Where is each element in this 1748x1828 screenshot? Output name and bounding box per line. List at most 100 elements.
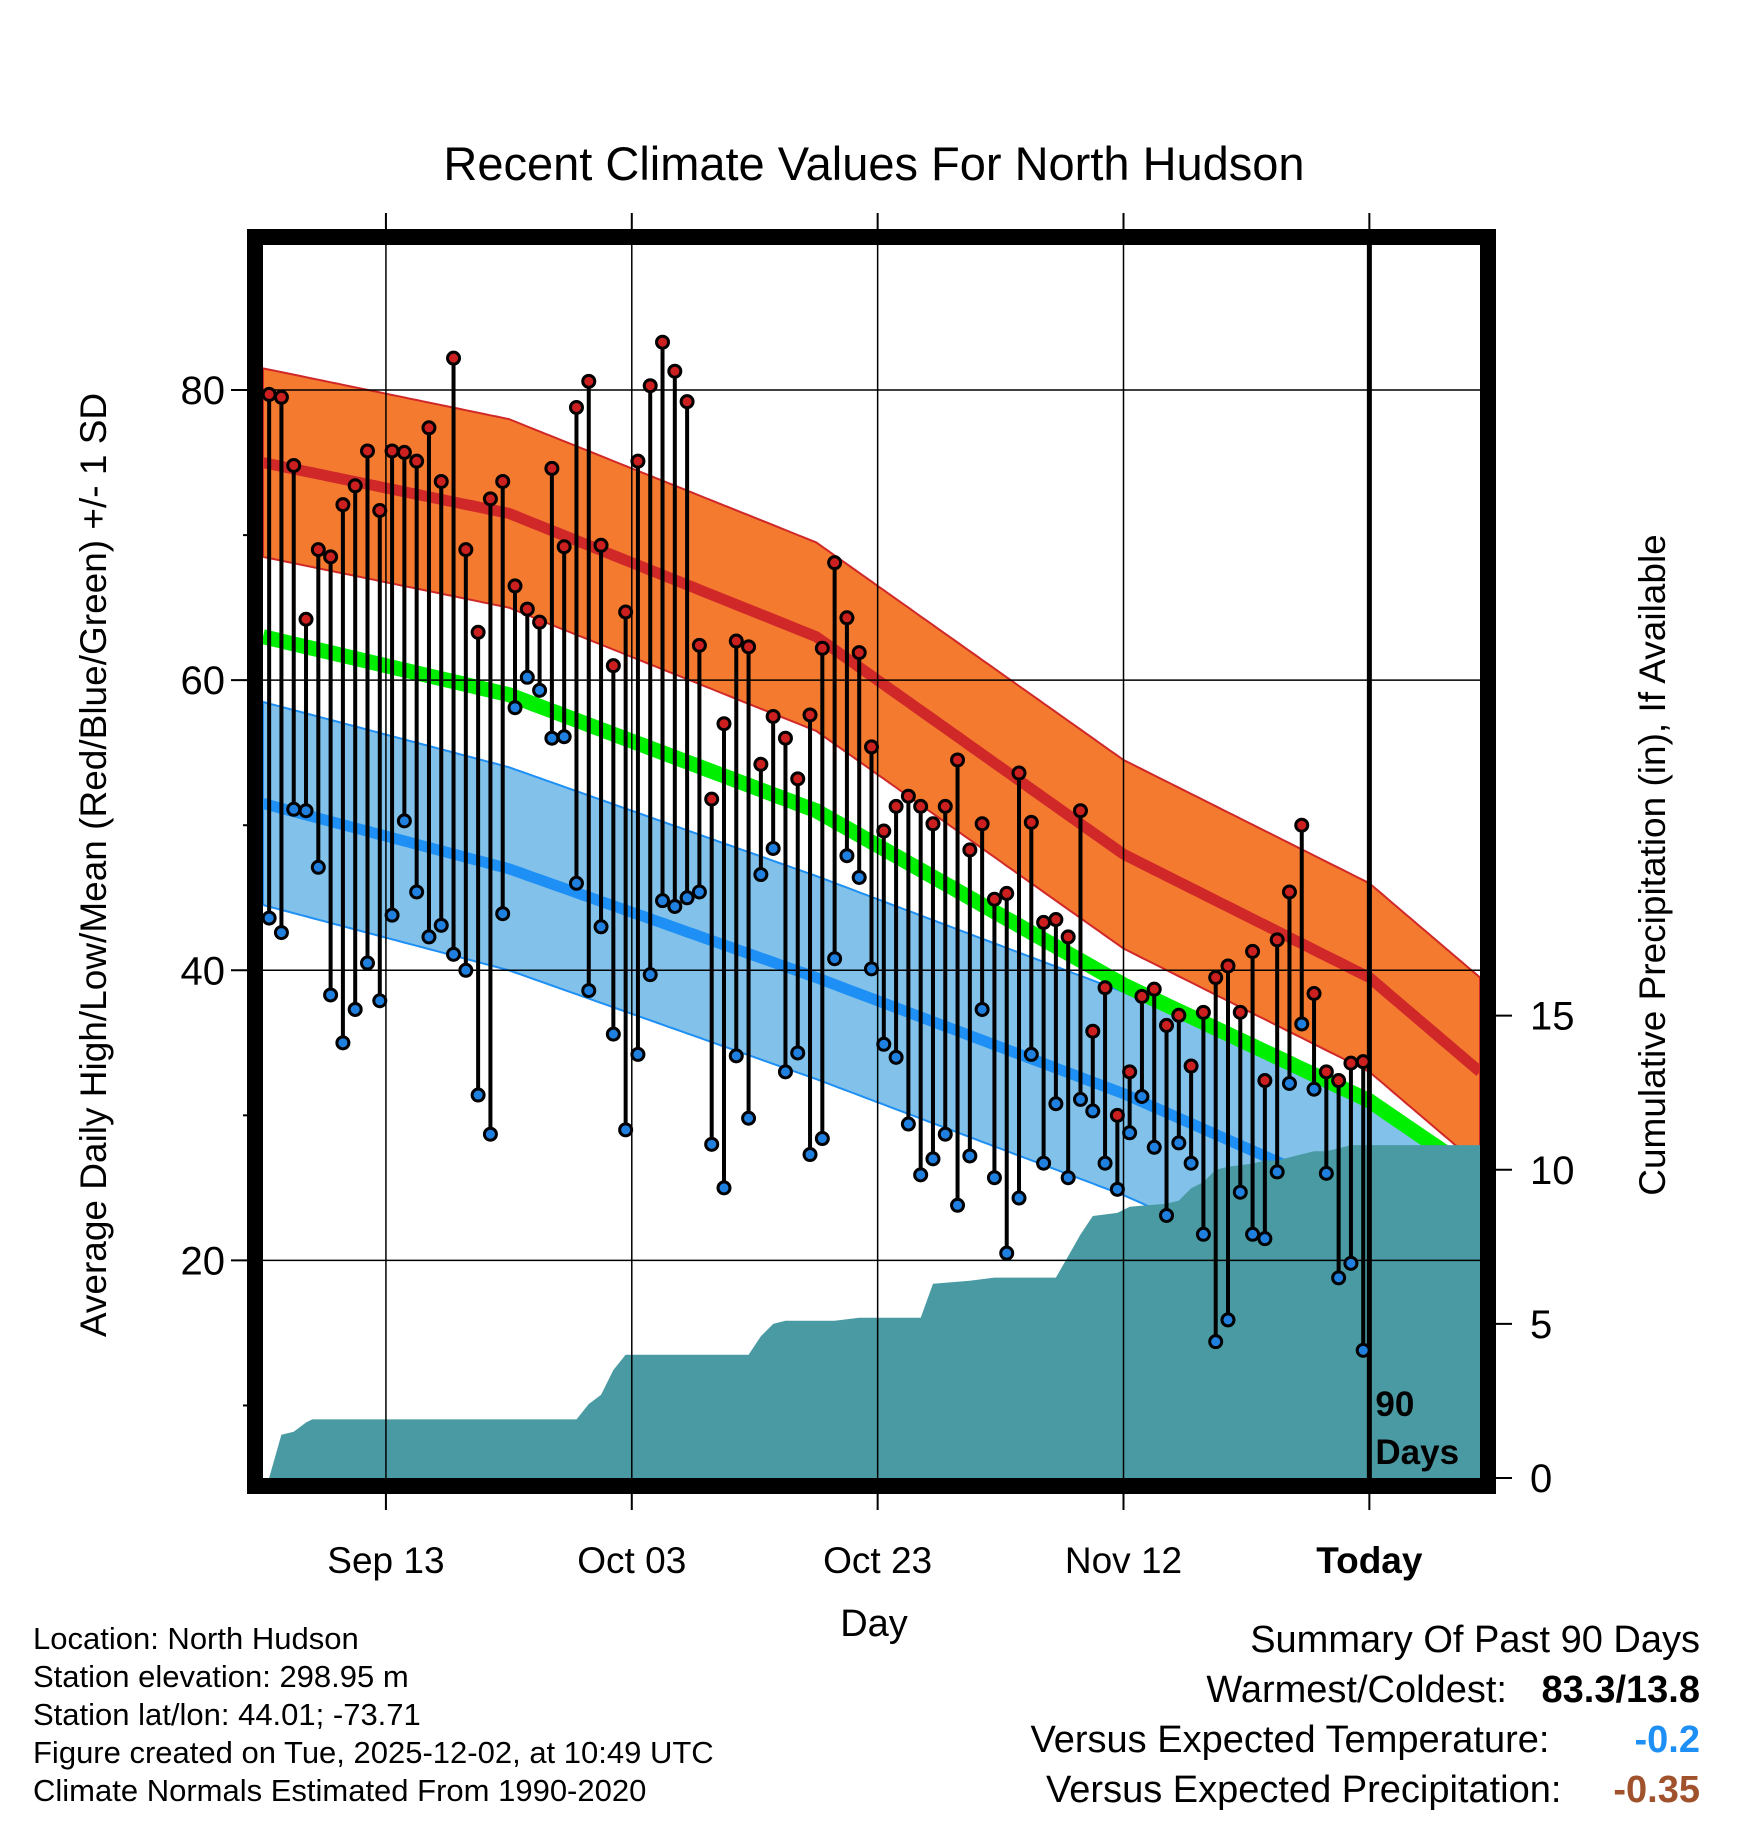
daily-low-point [470, 1087, 486, 1103]
daily-low-point [802, 1147, 818, 1163]
daily-low-point [1085, 1103, 1101, 1119]
daily-high-point [273, 389, 289, 405]
daily-low-point [286, 801, 302, 817]
daily-high-point [864, 739, 879, 755]
daily-low-point [298, 803, 314, 819]
daily-low-point [1072, 1091, 1088, 1107]
elevation-text: Station elevation: 298.95 m [33, 1659, 409, 1694]
daily-low-point [1036, 1155, 1052, 1171]
daily-low-point [532, 682, 548, 698]
x-tick-label: Oct 23 [823, 1540, 932, 1581]
temp-value: -0.2 [1634, 1719, 1700, 1761]
plot-area: 90 Days Sep 13 Oct 03 Oct 23 Nov 12 Today 20 40 6… [181, 213, 1575, 1581]
daily-high-point [704, 791, 720, 807]
daily-high-point [1220, 958, 1236, 974]
daily-high-point [1245, 943, 1261, 959]
daily-high-point [667, 363, 683, 379]
daily-low-point [864, 961, 879, 977]
today-label-line1: 90 [1375, 1385, 1414, 1424]
daily-low-point [556, 729, 572, 745]
daily-high-point [974, 816, 990, 832]
daily-high-point [359, 443, 375, 459]
daily-low-point [777, 1064, 793, 1080]
station-info: Location: North Hudson Station elevation… [33, 1620, 714, 1810]
y-tick-label: 20 [181, 1239, 226, 1283]
daily-low-point [1134, 1088, 1150, 1104]
location-text: Location: North Hudson [33, 1621, 359, 1656]
x-tick-label: Sep 13 [327, 1540, 444, 1581]
daily-low-point [839, 848, 855, 864]
daily-high-point [347, 478, 363, 494]
daily-high-point [876, 823, 892, 839]
daily-low-point [1023, 1046, 1039, 1062]
daily-high-point [1343, 1055, 1359, 1071]
daily-high-point [937, 798, 953, 814]
summary-temp: Versus Expected Temperature: -0.2 [1031, 1715, 1700, 1765]
daily-low-point [396, 813, 412, 829]
daily-high-point [433, 473, 449, 489]
daily-low-point [728, 1048, 744, 1064]
daily-high-point [310, 542, 326, 558]
warmest-coldest-value: 83.3/13.8 [1541, 1669, 1700, 1711]
daily-low-point [925, 1151, 941, 1167]
daily-low-point [986, 1170, 1002, 1186]
daily-low-point [1318, 1165, 1334, 1181]
y-axis-label-right: Cumulative Precipitation (in), If Availa… [1632, 534, 1673, 1196]
daily-high-point [655, 334, 671, 350]
daily-high-point [802, 707, 818, 723]
x-tick-label: Oct 03 [577, 1540, 686, 1581]
daily-high-point [1257, 1073, 1273, 1089]
daily-low-point [1183, 1155, 1199, 1171]
normal-high-line [263, 457, 1480, 1076]
precip-tick-label: 10 [1530, 1149, 1575, 1193]
daily-low-point [1109, 1181, 1125, 1197]
daily-high-point [458, 542, 474, 558]
daily-high-point [679, 394, 695, 410]
precip-tick-label: 5 [1530, 1303, 1552, 1347]
daily-high-point [409, 453, 425, 469]
precipitation-area [269, 1145, 1480, 1478]
daily-high-point [421, 420, 437, 436]
daily-high-point [986, 891, 1002, 907]
summary-warmest-coldest: Warmest/Coldest: 83.3/13.8 [1031, 1665, 1700, 1715]
precip-value: -0.35 [1613, 1769, 1700, 1811]
daily-low-point [851, 869, 867, 885]
daily-low-point [581, 983, 597, 999]
daily-high-point [605, 658, 621, 674]
daily-low-point [950, 1197, 966, 1213]
daily-high-point [1318, 1064, 1334, 1080]
daily-low-point [876, 1036, 892, 1052]
daily-low-point [544, 730, 560, 746]
daily-low-point [667, 898, 683, 914]
daily-high-point [851, 645, 867, 661]
daily-high-point [777, 730, 793, 746]
daily-low-point [1331, 1270, 1347, 1286]
today-label-line2: Days [1375, 1433, 1459, 1472]
daily-high-point [999, 885, 1015, 901]
daily-low-point [347, 1001, 363, 1017]
daily-low-point [1122, 1125, 1138, 1141]
daily-low-point [507, 700, 523, 716]
daily-high-point [950, 752, 966, 768]
daily-high-point [286, 457, 302, 473]
daily-high-point [1306, 986, 1322, 1002]
daily-high-point [1355, 1054, 1371, 1070]
daily-high-point [544, 460, 560, 476]
daily-low-point [421, 929, 437, 945]
daily-low-point [937, 1126, 953, 1142]
daily-low-point [827, 951, 843, 967]
daily-low-point [359, 955, 375, 971]
daily-high-point [1048, 912, 1064, 928]
daily-low-point [1281, 1075, 1297, 1091]
daily-high-point [765, 708, 781, 724]
x-tick-label: Today [1316, 1540, 1423, 1581]
daily-low-point [790, 1045, 806, 1061]
summary-panel: Summary Of Past 90 Days Warmest/Coldest:… [1031, 1615, 1700, 1815]
latlon-text: Station lat/lon: 44.01; -73.71 [33, 1697, 421, 1732]
summary-precip: Versus Expected Precipitation: -0.35 [1031, 1765, 1700, 1815]
daily-high-point [1208, 970, 1224, 986]
daily-low-point [1257, 1231, 1273, 1247]
daily-low-point [618, 1122, 634, 1138]
daily-high-point [888, 798, 904, 814]
daily-high-point [1294, 817, 1310, 833]
